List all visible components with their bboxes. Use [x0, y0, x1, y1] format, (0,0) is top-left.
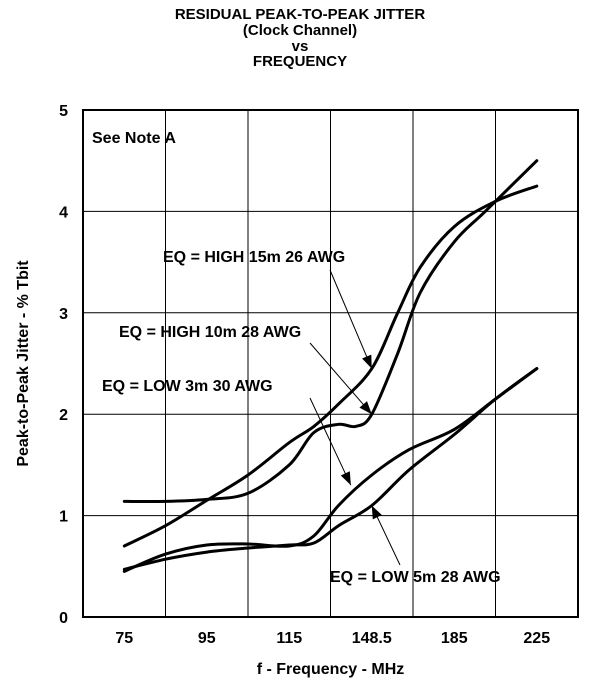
- series-lines: [122, 159, 539, 573]
- grid: [83, 110, 578, 617]
- y-tick-label: 3: [59, 306, 68, 323]
- y-tick-label: 0: [59, 610, 68, 627]
- chart-title-line: RESIDUAL PEAK-TO-PEAK JITTER: [175, 6, 425, 23]
- x-tick-label: 148.5: [352, 630, 392, 647]
- series-line: [122, 367, 539, 573]
- note-label: See Note A: [92, 130, 176, 147]
- y-tick-label: 4: [59, 204, 68, 221]
- chart-title-line: (Clock Channel): [243, 22, 357, 39]
- x-tick-label: 75: [115, 630, 133, 647]
- y-axis-label: Peak-to-Peak Jitter - % Tbit: [15, 260, 32, 467]
- y-tick-label: 5: [59, 103, 68, 120]
- annotations: EQ = HIGH 15m 26 AWG EQ = HIGH 10m 28 AWG…: [102, 249, 501, 586]
- plot-frame: [82, 109, 579, 618]
- series-line: [122, 367, 539, 571]
- x-tick-label: 115: [276, 630, 302, 647]
- x-axis-label: f - Frequency - MHz: [257, 661, 405, 678]
- series-annotation-label: EQ = LOW 5m 28 AWG: [330, 569, 501, 586]
- annotation-arrowhead: [340, 471, 351, 486]
- chart-title-line: vs: [292, 38, 309, 55]
- series-annotation-label: EQ = HIGH 15m 26 AWG: [163, 249, 345, 266]
- annotation-arrowhead: [359, 401, 372, 415]
- series-line: [122, 159, 539, 504]
- annotation-arrowhead: [371, 505, 382, 520]
- y-tick-labels: 0 1 2 3 4 5: [59, 103, 68, 627]
- series-annotation-label: EQ = LOW 3m 30 AWG: [102, 378, 273, 395]
- annotation-arrowhead: [362, 354, 372, 369]
- series-annotation-label: EQ = HIGH 10m 28 AWG: [119, 324, 301, 341]
- y-tick-label: 2: [59, 407, 68, 424]
- chart-title-line: FREQUENCY: [253, 53, 347, 70]
- annotation-leader-line: [329, 269, 373, 369]
- x-tick-label: 185: [441, 630, 468, 647]
- x-tick-label: 95: [198, 630, 216, 647]
- y-tick-label: 1: [59, 509, 68, 526]
- x-tick-label: 225: [523, 630, 550, 647]
- chart-title: RESIDUAL PEAK-TO-PEAK JITTER(Clock Chann…: [175, 6, 425, 70]
- x-tick-labels: 75 95 115 148.5 185 225: [115, 630, 550, 647]
- annotation-leader-line: [309, 342, 373, 415]
- annotation-leader-line: [309, 397, 352, 486]
